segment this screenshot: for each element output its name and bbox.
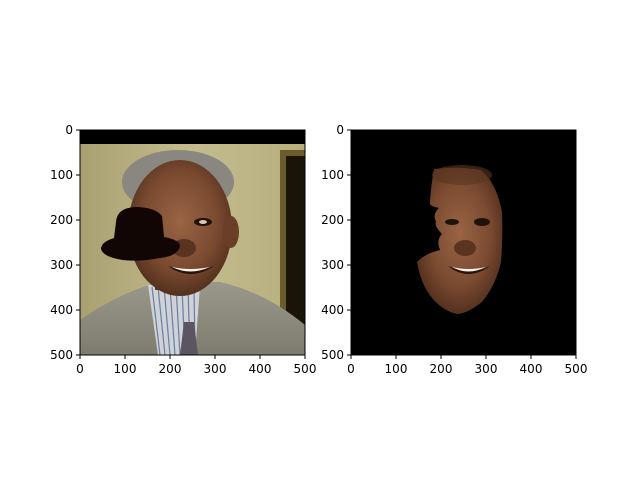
door-frame-inner: [286, 156, 305, 326]
face: [128, 160, 232, 296]
left-y-tick-label: 400: [50, 303, 73, 317]
mask-eye-left: [445, 219, 459, 225]
left-x-tick-label: 400: [249, 362, 272, 376]
right-y-tick-label: 200: [321, 213, 344, 227]
right-x-tick-label: 0: [347, 362, 355, 376]
mask-eye: [474, 218, 490, 226]
left-image-panel: [80, 130, 305, 355]
right-x-tick-label: 300: [475, 362, 498, 376]
left-x-tick-label: 0: [76, 362, 84, 376]
left-x-tick-label: 500: [294, 362, 317, 376]
mouth: [168, 266, 214, 274]
left-axes-frame: [79, 129, 306, 356]
face-mask: [417, 167, 503, 314]
tie: [180, 322, 198, 355]
mask-teeth: [452, 267, 486, 272]
teeth: [172, 267, 210, 272]
left-y-tick-label: 100: [50, 168, 73, 182]
ear: [223, 216, 239, 248]
shirt-stripes: [151, 286, 196, 355]
left-y-tick-label: 0: [65, 123, 73, 137]
face-mask-features: [432, 165, 492, 274]
mask-mouth: [448, 266, 490, 274]
eye-white: [199, 220, 207, 224]
right-x-tick-label: 200: [430, 362, 453, 376]
mask-nose: [454, 240, 476, 256]
right-y-tick-label: 0: [336, 123, 344, 137]
occluder-hat: [101, 207, 180, 261]
right-x-tick-label: 400: [520, 362, 543, 376]
left-y-tick-label: 200: [50, 213, 73, 227]
right-axes-frame: [350, 129, 577, 356]
right-y-tick-label: 100: [321, 168, 344, 182]
right-x-tick-label: 100: [385, 362, 408, 376]
left-x-tick-label: 300: [204, 362, 227, 376]
top-black-band: [80, 130, 305, 144]
left-x-tick-label: 200: [159, 362, 182, 376]
right-y-tick-label: 500: [321, 348, 344, 362]
mask-hairline: [432, 165, 492, 185]
right-y-tick-label: 300: [321, 258, 344, 272]
right-y-tick-label: 400: [321, 303, 344, 317]
right-image-panel: [351, 130, 576, 355]
right-x-tick-label: 500: [565, 362, 588, 376]
left-y-tick-label: 500: [50, 348, 73, 362]
left-x-tick-label: 100: [114, 362, 137, 376]
left-y-tick-label: 300: [50, 258, 73, 272]
